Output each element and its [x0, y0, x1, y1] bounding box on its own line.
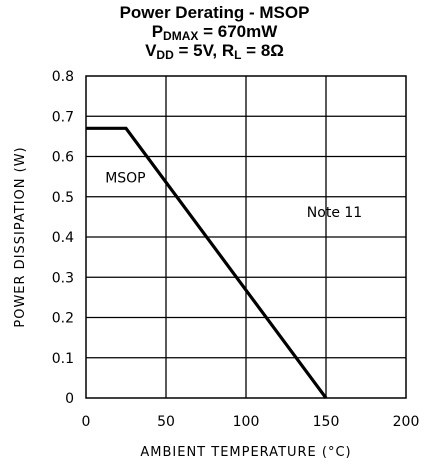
y-tick-label: 0.3 — [52, 270, 74, 286]
y-tick-label: 0 — [65, 391, 74, 407]
x-tick-label: 200 — [393, 414, 420, 430]
annotation-label: Note 11 — [307, 205, 362, 221]
y-tick-label: 0.5 — [52, 190, 74, 206]
chart-subtitle-conditions: VDD = 5V, RL = 8Ω — [145, 41, 284, 62]
annotation-label: MSOP — [105, 171, 145, 187]
x-tick-label: 150 — [313, 414, 340, 430]
series-layer — [86, 126, 328, 399]
chart-title: Power Derating - MSOP — [119, 3, 310, 22]
y-tick-label: 0.7 — [52, 109, 74, 125]
chart-subtitle-pdmax: PDMAX = 670mW — [151, 22, 278, 43]
x-tick-label: 100 — [233, 414, 260, 430]
y-tick-label: 0.6 — [52, 150, 74, 166]
series-line — [86, 126, 328, 399]
y-tick-label: 0.1 — [52, 351, 74, 367]
x-axis-label: AMBIENT TEMPERATURE (°C) — [140, 445, 351, 460]
y-axis-label: POWER DISSIPATION (W) — [13, 146, 28, 327]
x-tick-label: 0 — [82, 414, 91, 430]
x-tick-label: 50 — [157, 414, 175, 430]
grid — [85, 75, 407, 399]
annotations: MSOP Note 11 — [105, 171, 362, 221]
y-tick-label: 0.2 — [52, 311, 74, 327]
y-tick-label: 0.8 — [52, 69, 74, 85]
tick-labels: 0 50 100 150 200 0 0.1 0.2 0.3 0.4 0.5 0.6 0.7 0.8 — [52, 69, 420, 430]
y-tick-label: 0.4 — [52, 230, 74, 246]
